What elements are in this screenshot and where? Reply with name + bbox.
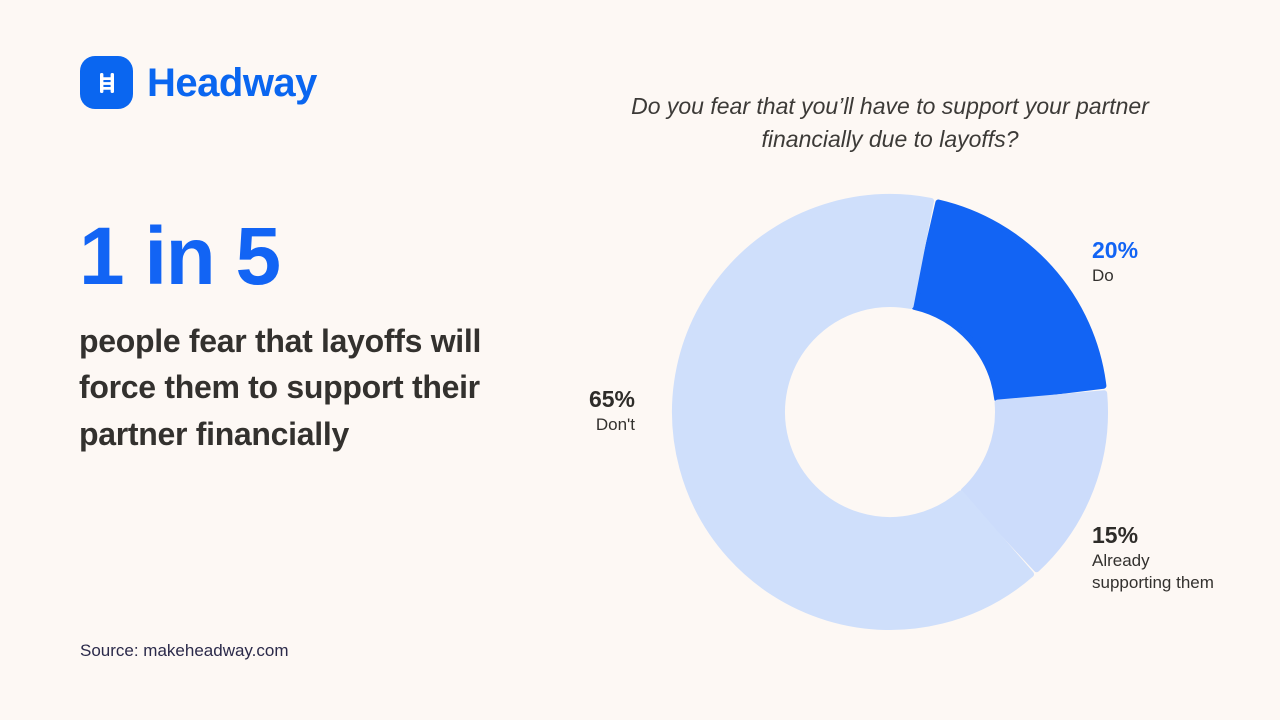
donut-slice-dont [672, 194, 1035, 630]
donut-slice-already [960, 390, 1108, 573]
callout-already-value: 15% [1092, 522, 1139, 548]
source-credit: Source: makeheadway.com [80, 641, 289, 660]
callout-dont-label: Don't [595, 414, 635, 434]
callout-do-label: Do [1092, 265, 1114, 285]
callout-already-label: Already supporting them [1092, 550, 1214, 593]
donut-slice-do [911, 199, 1107, 402]
callout-already: 15% Already supporting them [1092, 521, 1214, 595]
callout-do-value: 20% [1092, 237, 1139, 263]
chart-question: Do you fear that you’ll have to support … [631, 93, 1149, 153]
headline-statement: people fear that layoffs will force them… [79, 323, 482, 452]
brand-logo: Headway [80, 56, 317, 109]
brand-name: Headway [147, 60, 317, 105]
donut-chart [640, 180, 1140, 650]
headline-stat: 1 in 5 [79, 211, 281, 302]
callout-do: 20% Do [1092, 236, 1138, 287]
callout-dont-value: 65% [588, 386, 635, 412]
ladder-icon [80, 56, 133, 109]
callout-dont: 65% Don't [455, 385, 635, 436]
